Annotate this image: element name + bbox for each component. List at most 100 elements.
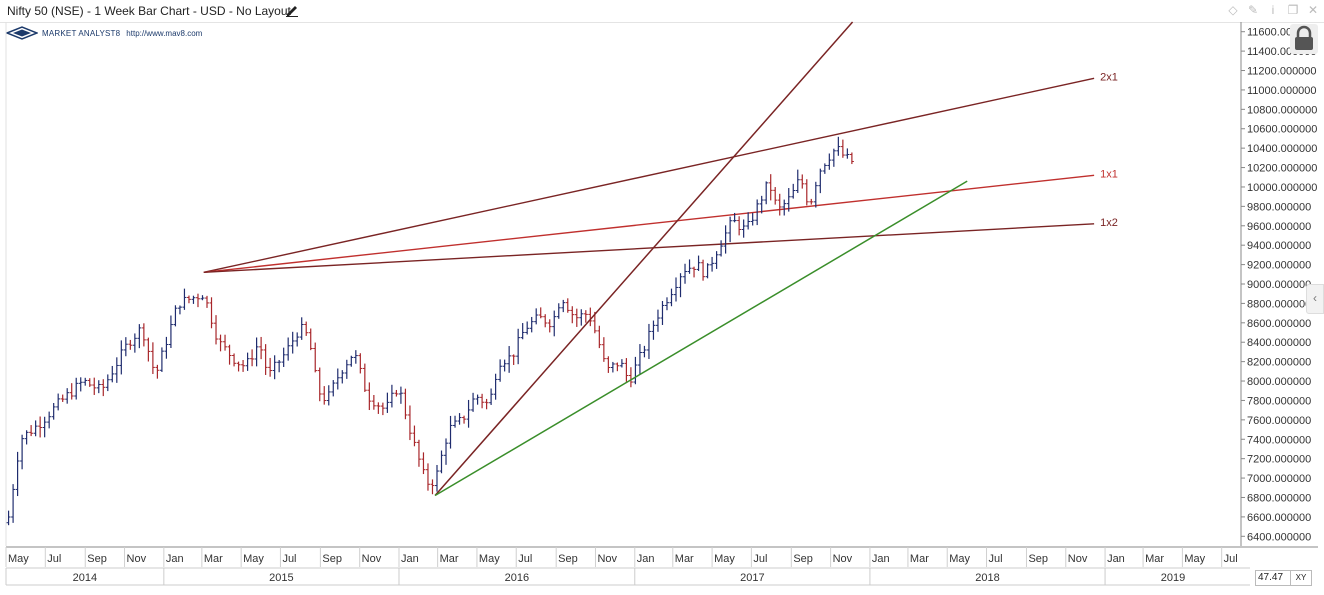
- y-tick-label: 10000.000000: [1247, 182, 1317, 194]
- ohlc-bar: [475, 394, 480, 405]
- ohlc-bar: [317, 367, 322, 402]
- y-tick-label: 7800.000000: [1247, 395, 1311, 407]
- ohlc-bar: [525, 321, 530, 335]
- ohlc-bar: [195, 293, 200, 308]
- ohlc-bar: [164, 336, 169, 359]
- zoom-input[interactable]: 47.47: [1255, 570, 1291, 586]
- ohlc-bar: [696, 255, 701, 271]
- x-year-label: 2017: [740, 572, 764, 584]
- y-tick-label: 9600.000000: [1247, 221, 1311, 233]
- y-tick-label: 9200.000000: [1247, 260, 1311, 272]
- ohlc-bar: [777, 193, 782, 216]
- ohlc-bar: [570, 306, 575, 324]
- x-month-label: May: [479, 553, 500, 565]
- ohlc-bar: [56, 393, 61, 411]
- ohlc-bar: [407, 405, 412, 441]
- y-tick-label: 10200.000000: [1247, 163, 1317, 175]
- ohlc-bar: [272, 355, 277, 380]
- info-icon[interactable]: i: [1271, 3, 1275, 17]
- xy-toggle-button[interactable]: XY: [1290, 570, 1312, 586]
- ohlc-bar: [389, 384, 394, 408]
- ohlc-bar: [87, 378, 92, 387]
- x-month-label: May: [8, 553, 29, 565]
- x-month-label: Mar: [204, 553, 223, 565]
- x-month-label: Jan: [1107, 553, 1125, 565]
- ohlc-bar: [259, 336, 264, 360]
- lock-icon: [1295, 25, 1313, 50]
- ohlc-bar: [664, 297, 669, 311]
- ohlc-bar: [782, 199, 787, 216]
- x-year-label: 2015: [269, 572, 293, 584]
- ohlc-bar: [277, 359, 282, 373]
- gann-fan-label-2x1: 2x1: [1100, 71, 1118, 83]
- maximize-icon[interactable]: ❐: [1287, 3, 1299, 17]
- ohlc-bar: [655, 309, 660, 332]
- ohlc-bar: [349, 355, 354, 367]
- ohlc-bar: [335, 368, 340, 390]
- ohlc-bar: [214, 315, 219, 345]
- ohlc-bar: [128, 339, 133, 350]
- ohlc-bar: [177, 305, 182, 315]
- ohlc-bar: [701, 259, 706, 281]
- ohlc-bar: [710, 256, 715, 272]
- x-month-label: Mar: [440, 553, 459, 565]
- ohlc-bar: [610, 361, 615, 373]
- brand-name: MARKET ANALYST8: [42, 28, 121, 38]
- ohlc-bar: [471, 392, 476, 412]
- x-year-label: 2019: [1161, 572, 1185, 584]
- x-month-label: Jan: [166, 553, 184, 565]
- gann-fan-line-1x2[interactable]: [203, 223, 1095, 274]
- collapse-panel-button[interactable]: ‹: [1306, 284, 1324, 314]
- support-trend-line[interactable]: [434, 180, 968, 497]
- ohlc-bar: [619, 359, 624, 368]
- ohlc-bar: [565, 298, 570, 313]
- ohlc-bar: [340, 370, 345, 384]
- ohlc-bar: [543, 314, 548, 328]
- ohlc-bar: [186, 295, 191, 304]
- x-month-label: Mar: [1145, 553, 1164, 565]
- x-month-label: Jan: [872, 553, 890, 565]
- x-month-label: Nov: [1068, 553, 1088, 565]
- close-icon[interactable]: ✕: [1307, 3, 1319, 17]
- ohlc-bar: [606, 356, 611, 373]
- ohlc-bar: [119, 340, 124, 375]
- ohlc-bar: [511, 354, 516, 365]
- x-axis: May Jul Sep Nov Jan Mar May Jul Sep Nov Jan Mar May J…: [5, 546, 1318, 586]
- ohlc-bar: [65, 388, 70, 404]
- gann-fan-line-2x1[interactable]: [203, 77, 1095, 274]
- gann-fan-line-1x1[interactable]: [203, 174, 1095, 274]
- ohlc-bar: [331, 380, 336, 397]
- ohlc-bar: [380, 402, 385, 416]
- ohlc-bar: [462, 415, 467, 424]
- edit-pencil-icon[interactable]: [285, 3, 299, 17]
- brand-url[interactable]: http://www.mav8.com: [126, 28, 203, 38]
- ohlc-bar: [191, 295, 196, 304]
- chart-title: Nifty 50 (NSE) - 1 Week Bar Chart - USD …: [7, 4, 291, 18]
- diamond-icon[interactable]: ◇: [1228, 3, 1238, 17]
- x-month-label: Nov: [597, 553, 617, 565]
- ohlc-bar: [38, 416, 43, 438]
- window-controls: ◇ ✎ i ❐ ✕: [1226, 3, 1320, 17]
- steep-trend-line[interactable]: [434, 21, 854, 497]
- ohlc-bar: [800, 174, 805, 189]
- ohlc-bar: [646, 323, 651, 360]
- ohlc-bar: [101, 379, 106, 397]
- y-tick-label: 10400.000000: [1247, 143, 1317, 155]
- lock-button[interactable]: [1290, 24, 1318, 54]
- x-month-label: Jan: [637, 553, 655, 565]
- trend-lines[interactable]: [434, 21, 968, 497]
- y-tick-label: 7000.000000: [1247, 473, 1311, 485]
- ohlc-bar: [150, 342, 155, 374]
- ohlc-bar: [534, 308, 539, 325]
- ohlc-bar: [132, 333, 137, 353]
- ohlc-bar: [822, 163, 827, 174]
- gann-fan-lines[interactable]: [203, 77, 1095, 274]
- ohlc-bar: [840, 139, 845, 158]
- ohlc-bar: [434, 464, 439, 492]
- ohlc-bar: [281, 347, 286, 367]
- x-month-label: Jan: [401, 553, 419, 565]
- ohlc-bar: [155, 364, 160, 379]
- ohlc-bar: [484, 398, 489, 410]
- pin-icon[interactable]: ✎: [1247, 3, 1259, 17]
